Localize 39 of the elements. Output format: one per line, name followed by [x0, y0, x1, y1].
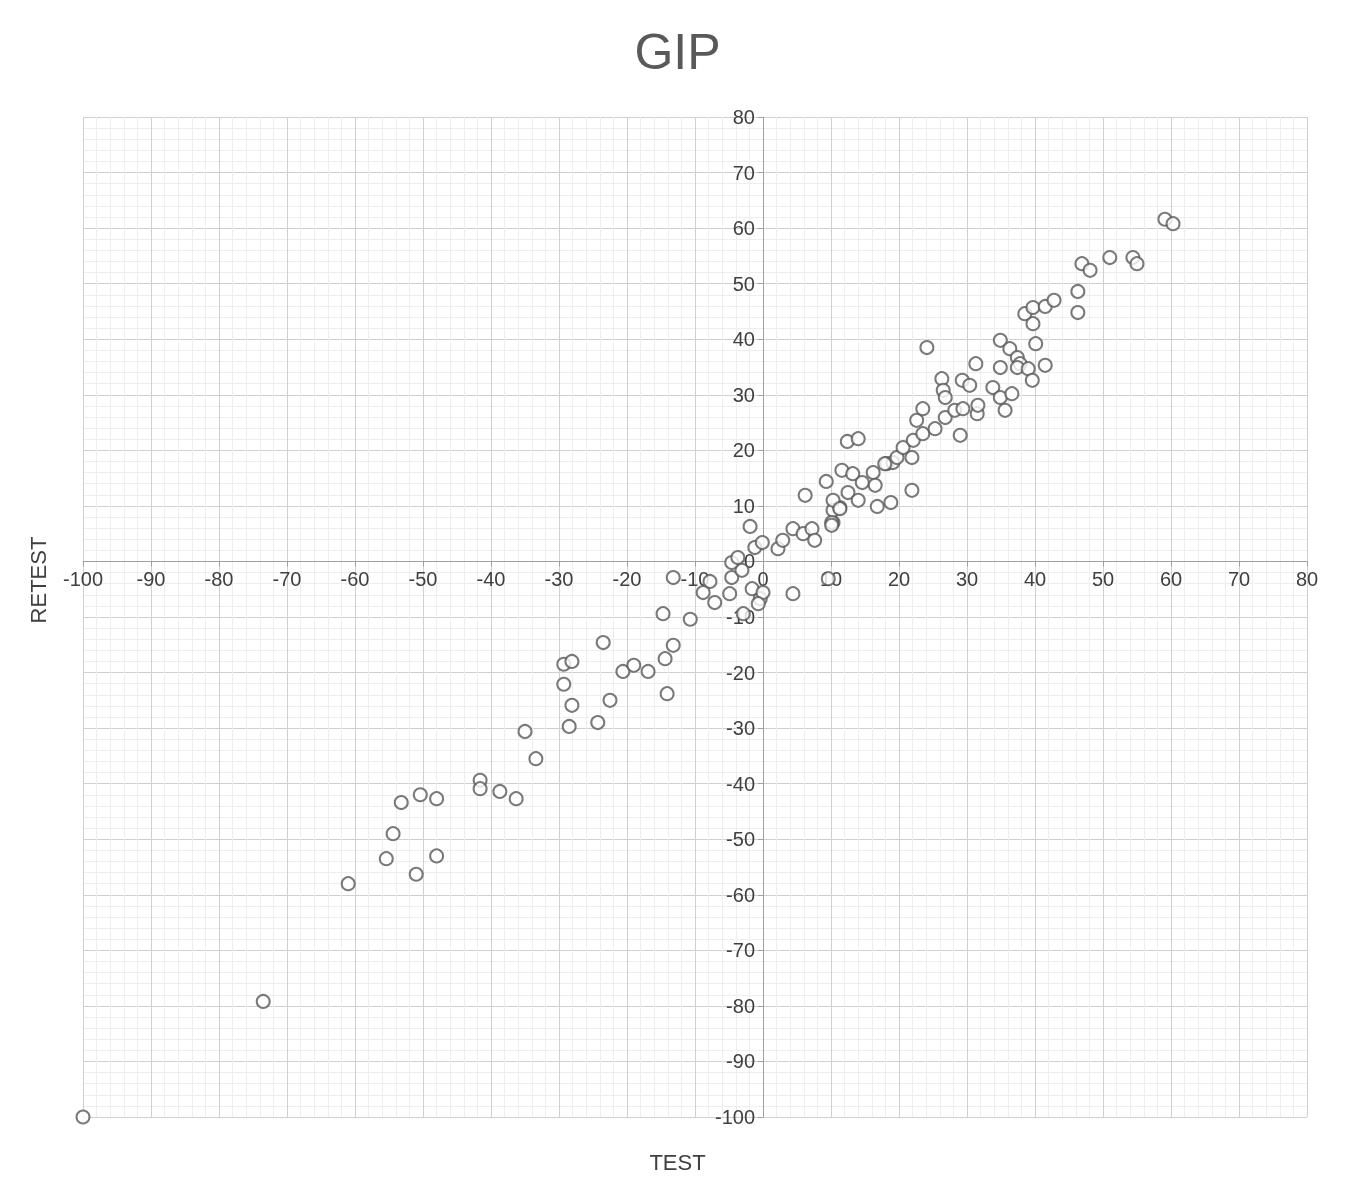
x-tick-label: -60 [340, 568, 370, 591]
y-tick-label: 40 [732, 328, 755, 351]
x-tick-label: 40 [1023, 568, 1047, 591]
y-tick-label: -100 [714, 1106, 755, 1128]
y-tick-label: 50 [732, 272, 755, 295]
x-tick-label: -80 [204, 568, 234, 591]
y-tick-label: 30 [732, 383, 755, 406]
y-tick-label: 80 [732, 106, 755, 128]
y-tick-label: 60 [732, 217, 755, 240]
y-tick-label: -10 [726, 606, 755, 628]
x-tick-label: 0 [757, 568, 769, 591]
x-tick-label: -90 [136, 568, 166, 591]
x-tick-label: 70 [1227, 568, 1251, 591]
x-tick-label: -40 [476, 568, 506, 591]
y-tick-label: 20 [732, 439, 755, 462]
y-tick-label: -80 [726, 994, 755, 1017]
x-tick-label: -100 [62, 568, 104, 591]
y-axis-title: RETEST [25, 536, 51, 624]
y-tick-label: 0 [743, 550, 755, 573]
y-tick-label: 10 [732, 494, 755, 517]
y-tick-label: -60 [726, 883, 755, 906]
y-tick-label: -40 [726, 772, 755, 795]
x-tick-label: 30 [955, 568, 979, 591]
x-tick-label: -70 [272, 568, 302, 591]
x-tick-label: 60 [1159, 568, 1183, 591]
x-tick-label: 50 [1091, 568, 1115, 591]
y-tick-label: -90 [726, 1050, 755, 1073]
y-tick-label: -30 [726, 717, 755, 740]
x-axis-title: TEST [649, 1149, 706, 1175]
y-tick-label: -50 [726, 828, 755, 851]
chart-title: GIP [634, 24, 721, 80]
x-tick-label: -50 [408, 568, 438, 591]
y-tick-label: -70 [726, 939, 755, 962]
x-tick-label: 20 [887, 568, 911, 591]
x-tick-label: -30 [544, 568, 574, 591]
y-tick-label: -20 [726, 661, 755, 684]
x-tick-label: 80 [1295, 568, 1319, 591]
y-tick-label: 70 [732, 161, 755, 184]
x-tick-label: -20 [612, 568, 642, 591]
